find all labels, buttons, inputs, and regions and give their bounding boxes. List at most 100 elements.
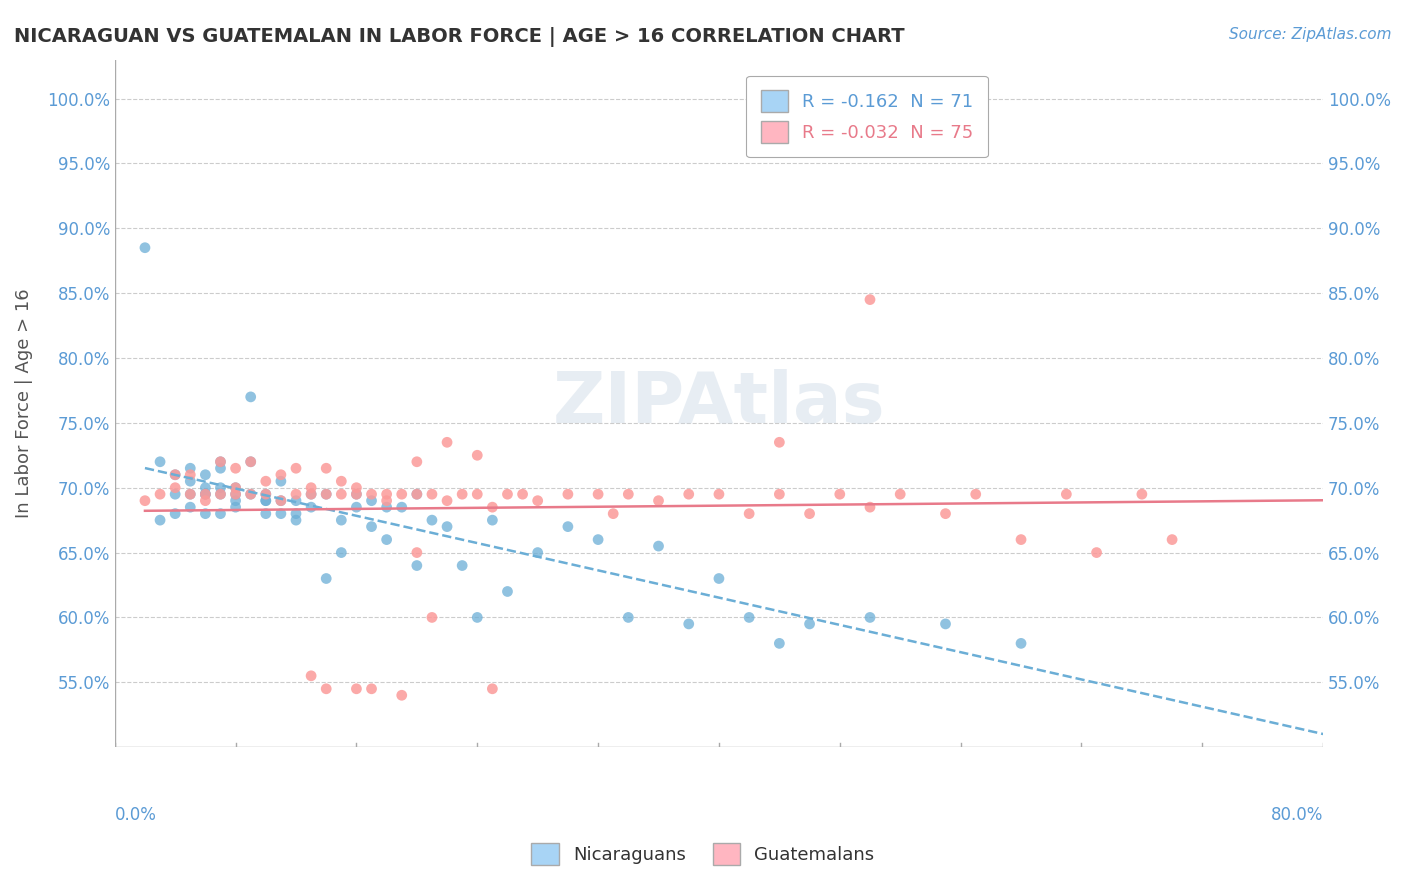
Point [254, 474, 277, 488]
Point [330, 513, 353, 527]
Point [586, 533, 609, 547]
Point [768, 487, 790, 501]
Point [179, 474, 201, 488]
Point [299, 500, 322, 515]
Point [496, 584, 519, 599]
Point [405, 455, 427, 469]
Text: Source: ZipAtlas.com: Source: ZipAtlas.com [1229, 27, 1392, 42]
Point [239, 487, 262, 501]
Point [738, 507, 761, 521]
Point [859, 610, 882, 624]
Point [254, 507, 277, 521]
Point [225, 493, 247, 508]
Point [965, 487, 987, 501]
Point [209, 455, 232, 469]
Point [299, 487, 322, 501]
Point [165, 507, 187, 521]
Point [209, 455, 232, 469]
Point [239, 455, 262, 469]
Point [179, 487, 201, 501]
Point [1010, 533, 1032, 547]
Point [225, 481, 247, 495]
Point [270, 493, 292, 508]
Point [194, 487, 217, 501]
Text: NICARAGUAN VS GUATEMALAN IN LABOR FORCE | AGE > 16 CORRELATION CHART: NICARAGUAN VS GUATEMALAN IN LABOR FORCE … [14, 27, 904, 46]
Point [315, 487, 337, 501]
Point [1161, 533, 1184, 547]
Point [165, 487, 187, 501]
Point [225, 487, 247, 501]
Point [557, 519, 579, 533]
Point [194, 507, 217, 521]
Point [254, 487, 277, 501]
Point [465, 487, 488, 501]
Point [346, 681, 368, 696]
Point [285, 487, 308, 501]
Point [647, 493, 669, 508]
Point [360, 487, 382, 501]
Point [285, 507, 308, 521]
Point [512, 487, 534, 501]
Point [270, 507, 292, 521]
Point [360, 519, 382, 533]
Point [285, 461, 308, 475]
Point [270, 493, 292, 508]
Point [209, 461, 232, 475]
Point [179, 461, 201, 475]
Point [889, 487, 911, 501]
Y-axis label: In Labor Force | Age > 16: In Labor Force | Age > 16 [15, 289, 32, 518]
Point [315, 681, 337, 696]
Point [315, 487, 337, 501]
Text: 0.0%: 0.0% [115, 805, 156, 823]
Point [239, 487, 262, 501]
Point [859, 293, 882, 307]
Point [391, 500, 413, 515]
Point [859, 500, 882, 515]
Point [465, 448, 488, 462]
Point [165, 467, 187, 482]
Point [254, 493, 277, 508]
Point [209, 487, 232, 501]
Point [330, 545, 353, 559]
Point [299, 487, 322, 501]
Point [526, 493, 548, 508]
Point [254, 487, 277, 501]
Point [209, 487, 232, 501]
Point [420, 513, 443, 527]
Point [134, 493, 156, 508]
Point [149, 487, 172, 501]
Point [436, 493, 458, 508]
Point [405, 545, 427, 559]
Point [179, 487, 201, 501]
Point [768, 435, 790, 450]
Point [557, 487, 579, 501]
Point [165, 467, 187, 482]
Point [209, 481, 232, 495]
Point [194, 487, 217, 501]
Point [299, 481, 322, 495]
Point [225, 487, 247, 501]
Point [254, 493, 277, 508]
Point [738, 610, 761, 624]
Point [828, 487, 851, 501]
Point [330, 474, 353, 488]
Point [375, 533, 398, 547]
Point [299, 669, 322, 683]
Point [420, 610, 443, 624]
Point [346, 500, 368, 515]
Point [586, 487, 609, 501]
Point [346, 481, 368, 495]
Point [330, 487, 353, 501]
Point [420, 487, 443, 501]
Point [346, 487, 368, 501]
Point [405, 487, 427, 501]
Point [647, 539, 669, 553]
Point [617, 610, 640, 624]
Point [270, 467, 292, 482]
Point [270, 474, 292, 488]
Point [481, 681, 503, 696]
Point [149, 455, 172, 469]
Point [1130, 487, 1153, 501]
Point [360, 493, 382, 508]
Point [285, 493, 308, 508]
